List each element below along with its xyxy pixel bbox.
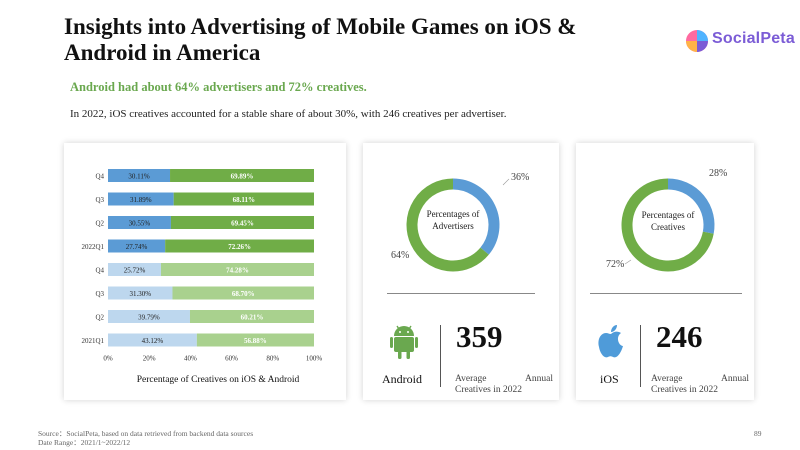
socialpeta-logo-icon	[686, 30, 708, 52]
ios-bar	[108, 169, 171, 182]
ios-bar	[108, 216, 171, 229]
vertical-divider	[440, 325, 441, 387]
category-tick-label: Q4	[95, 173, 104, 181]
ios-data-label: 39.79%	[138, 313, 160, 321]
advertisers-card: Percentages of Advertisers 36% 64% Andro…	[363, 143, 559, 400]
ios-donut-slice	[452, 178, 500, 255]
x-tick-label: 60%	[225, 355, 238, 363]
description: In 2022, iOS creatives accounted for a s…	[70, 108, 507, 120]
android-data-label: 56.88%	[244, 337, 267, 345]
stacked-bar-chart: Q4 30.11% 69.89% Q3 31.89% 68.11% Q2 30.55% 69.4…	[81, 169, 323, 385]
android-bar	[170, 169, 314, 182]
ios-bar	[108, 239, 166, 253]
android-data-label: 68.11%	[233, 196, 255, 204]
android-data-label: 74.28%	[226, 266, 249, 274]
ios-slice-label: 36%	[511, 172, 529, 183]
android-data-label: 69.45%	[231, 219, 254, 227]
android-platform-label: Android	[382, 372, 422, 386]
x-tick-label: 20%	[143, 355, 156, 363]
creatives-card: Percentages of Creatives 28% 72% iOS 246…	[576, 143, 754, 400]
android-data-label: 68.70%	[232, 290, 255, 298]
ios-bar	[108, 192, 174, 206]
divider-line	[590, 293, 742, 294]
advertisers-donut-chart: Percentages of Advertisers 36% 64%	[391, 172, 529, 272]
android-slice-label: 64%	[391, 250, 409, 261]
divider-line	[387, 293, 535, 294]
category-tick-label: 2021Q1	[81, 337, 104, 345]
donut-center-label-line1: Percentages of	[642, 210, 695, 220]
x-tick-label: 80%	[266, 355, 279, 363]
ios-slice-label: 28%	[709, 168, 727, 179]
android-slice-label: 72%	[606, 259, 624, 270]
android-caption-line2: Creatives in 2022	[455, 385, 523, 395]
creatives-bar-chart-card: Q4 30.11% 69.89% Q3 31.89% 68.11% Q2 30.55% 69.4…	[64, 143, 346, 400]
android-donut-slice	[406, 178, 489, 272]
category-tick-label: Q2	[95, 220, 104, 228]
ios-data-label: 27.74%	[126, 243, 148, 251]
android-icon	[390, 325, 418, 359]
android-donut-slice	[621, 178, 714, 272]
source-text: Source：SocialPeta, based on data retriev…	[38, 429, 254, 438]
android-bar	[165, 239, 314, 253]
android-bar	[172, 286, 314, 300]
android-data-label: 69.89%	[231, 172, 254, 180]
x-tick-label: 40%	[184, 355, 197, 363]
android-data-label: 72.26%	[228, 243, 251, 251]
ios-data-label: 31.30%	[129, 290, 151, 298]
vertical-divider	[640, 325, 641, 387]
page-title: Insights into Advertising of Mobile Game…	[64, 14, 577, 65]
android-caption-line1: Average Annual	[455, 374, 553, 384]
ios-data-label: 30.11%	[128, 172, 149, 180]
donut-center-label-line1: Percentages of	[427, 209, 480, 219]
logo-text: SocialPeta	[712, 30, 795, 47]
android-creatives-number: 359	[456, 319, 503, 354]
ios-bar	[108, 310, 190, 323]
page-number: 89	[754, 429, 762, 438]
category-tick-label: Q4	[95, 267, 104, 275]
android-bar	[196, 333, 314, 347]
ios-bar	[108, 263, 161, 276]
ios-caption-line2: Creatives in 2022	[651, 385, 719, 395]
donut-center-label-line2: Advertisers	[432, 221, 474, 231]
android-bar	[189, 310, 314, 323]
category-tick-label: Q3	[95, 196, 104, 204]
category-tick-label: 2022Q1	[81, 243, 104, 251]
logo: SocialPeta	[684, 28, 800, 54]
ios-data-label: 30.55%	[129, 219, 151, 227]
android-caption: Average Annual Creatives in 2022	[455, 374, 553, 396]
ios-caption-line1: Average Annual	[651, 374, 749, 384]
creatives-donut-chart: Percentages of Creatives 28% 72%	[606, 168, 727, 272]
apple-icon	[598, 325, 623, 358]
ios-data-label: 25.72%	[124, 266, 146, 274]
ios-bar	[108, 333, 197, 347]
category-tick-label: Q3	[95, 290, 104, 298]
ios-platform-label: iOS	[600, 372, 619, 386]
date-range-text: Date Range：2021/1~2022/12	[38, 438, 131, 447]
ios-bar	[108, 286, 173, 300]
subtitle: Android had about 64% advertisers and 72…	[70, 80, 367, 94]
android-bar	[173, 192, 314, 206]
ios-data-label: 43.12%	[142, 337, 164, 345]
ios-caption: Average Annual Creatives in 2022	[651, 374, 749, 396]
android-bar	[160, 263, 314, 276]
android-bar	[170, 216, 314, 229]
footer-source: Source：SocialPeta, based on data retriev…	[38, 429, 253, 447]
android-data-label: 60.21%	[241, 313, 264, 321]
ios-creatives-number: 246	[656, 319, 703, 354]
x-tick-label: 0%	[103, 355, 113, 363]
bar-chart-title: Percentage of Creatives on iOS & Android	[137, 374, 300, 385]
category-tick-label: Q2	[95, 314, 104, 322]
x-tick-label: 100%	[306, 355, 323, 363]
donut-center-label-line2: Creatives	[651, 222, 685, 232]
ios-data-label: 31.89%	[130, 196, 152, 204]
ios-donut-slice	[667, 178, 715, 234]
